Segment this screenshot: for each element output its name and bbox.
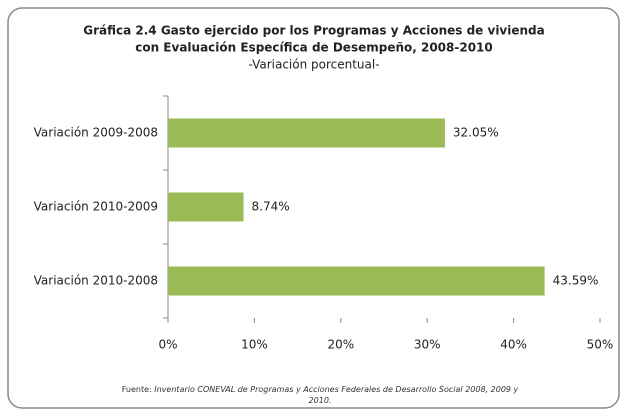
source-text: Inventario CONEVAL de Programas y Accion… <box>154 385 519 405</box>
x-tick-label: 10% <box>241 338 268 352</box>
chart-subtitle: -Variación porcentual- <box>248 58 379 72</box>
bar <box>168 192 244 222</box>
x-tick-label: 30% <box>414 338 441 352</box>
y-tick-label: Variación 2009-2008 <box>34 126 158 140</box>
value-label: 8.74% <box>252 200 290 214</box>
bar <box>168 118 445 148</box>
x-tick-label: 40% <box>500 338 527 352</box>
x-tick-label: 0% <box>158 338 177 352</box>
source-label: Fuente: <box>121 385 152 394</box>
x-tick-label: 20% <box>327 338 354 352</box>
source-note: Fuente: Inventario CONEVAL de Programas … <box>110 384 530 406</box>
chart-title: Gráfica 2.4 Gasto ejercido por los Progr… <box>83 24 545 38</box>
bar <box>168 266 545 296</box>
y-tick-label: Variación 2010-2009 <box>34 200 158 214</box>
value-label: 32.05% <box>453 126 499 140</box>
y-tick-label: Variación 2010-2008 <box>34 274 158 288</box>
chart-title: con Evaluación Específica de Desempeño, … <box>135 41 493 55</box>
value-label: 43.59% <box>553 274 599 288</box>
x-tick-label: 50% <box>587 338 614 352</box>
chart-frame <box>7 7 620 409</box>
